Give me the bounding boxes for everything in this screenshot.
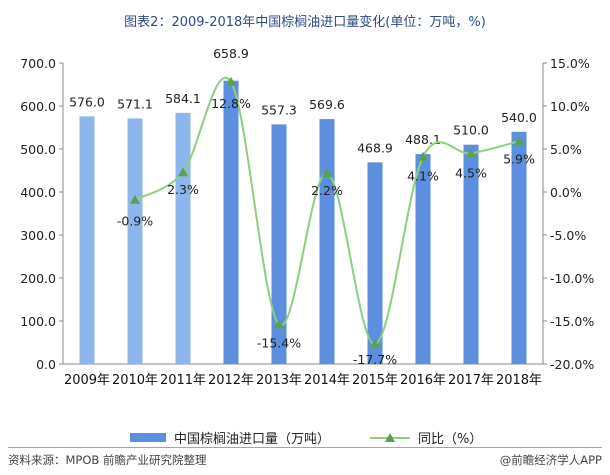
yoy-value-label: -17.7% (353, 352, 397, 367)
yoy-value-label: 5.9% (503, 151, 535, 166)
bar-2011年 (175, 112, 191, 364)
footer: 资料来源：MPOB 前瞻产业研究院整理 @前瞻经济学人APP (8, 447, 602, 468)
yoy-value-label: -0.9% (117, 214, 153, 229)
brand-note: @前瞻经济学人APP (499, 453, 602, 467)
chart-title: 图表2：2009-2018年中国棕榈油进口量变化(单位：万吨，%) (124, 15, 486, 30)
y-left-tick-label: 300.0 (20, 228, 56, 243)
yoy-marker (418, 151, 428, 161)
y-right-tick-label: -10.0% (550, 271, 594, 286)
bar-value-label: 571.1 (117, 96, 153, 111)
x-tick-label: 2017年 (448, 373, 494, 388)
combo-chart: 0.0 100.0 200.0 300.0 400.0 500.0 600.0 700.0 -2… (20, 46, 594, 388)
y-left-tick-label: 400.0 (20, 185, 56, 200)
yoy-marker (178, 167, 188, 177)
bar-2009年 (79, 116, 95, 364)
yoy-value-label: -15.4% (257, 335, 301, 350)
y-right-tick-label: -15.0% (550, 314, 594, 329)
legend-bar-swatch (130, 433, 166, 442)
bar-2010年 (127, 118, 143, 364)
bar-value-label: 540.0 (501, 110, 537, 125)
y-left-tick-label: 600.0 (20, 99, 56, 114)
bar-value-label: 468.9 (357, 140, 393, 155)
y-right-tick-label: 0.0% (550, 185, 582, 200)
bar-value-label: 488.1 (405, 132, 441, 147)
x-tick-label: 2016年 (400, 373, 446, 388)
y-left-tick-label: 700.0 (20, 56, 56, 71)
yoy-value-label: 4.1% (407, 169, 439, 184)
x-tick-label: 2018年 (496, 373, 542, 388)
yoy-marker (226, 76, 236, 86)
yoy-value-label: 2.3% (167, 182, 199, 197)
bar-2018年 (511, 131, 527, 364)
bar-value-label: 557.3 (261, 102, 297, 117)
legend-item-bar: 中国棕榈油进口量（万吨） (130, 428, 330, 447)
x-tick-label: 2009年 (64, 373, 110, 388)
yoy-marker (322, 168, 332, 178)
yoy-marker (466, 148, 476, 158)
y-right-tick-label: -5.0% (550, 228, 586, 243)
y-left-tick-label: 100.0 (20, 314, 56, 329)
y-right-tick-label: 15.0% (550, 56, 590, 71)
x-tick-label: 2010年 (112, 373, 158, 388)
bar-value-label: 510.0 (453, 123, 489, 138)
x-tick-label: 2015年 (352, 373, 398, 388)
yoy-marker (514, 136, 524, 146)
bar-value-label: 658.9 (213, 46, 249, 61)
legend-item-line: 同比（%） (370, 428, 482, 447)
x-tick-label: 2013年 (256, 373, 302, 388)
yoy-marker (130, 194, 140, 204)
x-tick-label: 2014年 (304, 373, 350, 388)
legend-bar-label: 中国棕榈油进口量（万吨） (174, 432, 331, 447)
chart-legend: 中国棕榈油进口量（万吨） 同比（%） (130, 428, 522, 447)
y-left-tick-label: 0.0 (36, 357, 56, 372)
source-note: 资料来源：MPOB 前瞻产业研究院整理 (8, 453, 207, 467)
bar-value-label: 584.1 (165, 91, 201, 106)
bar-2015年 (367, 162, 383, 364)
x-tick-label: 2012年 (208, 373, 254, 388)
yoy-value-label: 12.8% (211, 96, 251, 111)
yoy-value-label: 4.5% (455, 165, 487, 180)
y-right-tick-label: 10.0% (550, 99, 590, 114)
yoy-value-label: 2.2% (311, 183, 343, 198)
yoy-marker (370, 339, 380, 349)
bar-2012年 (223, 80, 239, 364)
y-right-tick-label: -20.0% (550, 357, 594, 372)
bar-2017年 (463, 144, 479, 364)
y-left-tick-label: 200.0 (20, 271, 56, 286)
bar-2016年 (415, 154, 431, 364)
x-tick-label: 2011年 (160, 373, 206, 388)
bar-value-label: 576.0 (69, 94, 105, 109)
legend-line-swatch (370, 432, 411, 443)
y-left-tick-label: 500.0 (20, 142, 56, 157)
y-right-tick-label: 5.0% (550, 142, 582, 157)
bar-value-label: 569.6 (309, 97, 345, 112)
yoy-marker (274, 319, 284, 329)
bar-2013年 (271, 124, 287, 365)
legend-line-label: 同比（%） (418, 432, 483, 447)
bar-2014年 (319, 119, 335, 365)
